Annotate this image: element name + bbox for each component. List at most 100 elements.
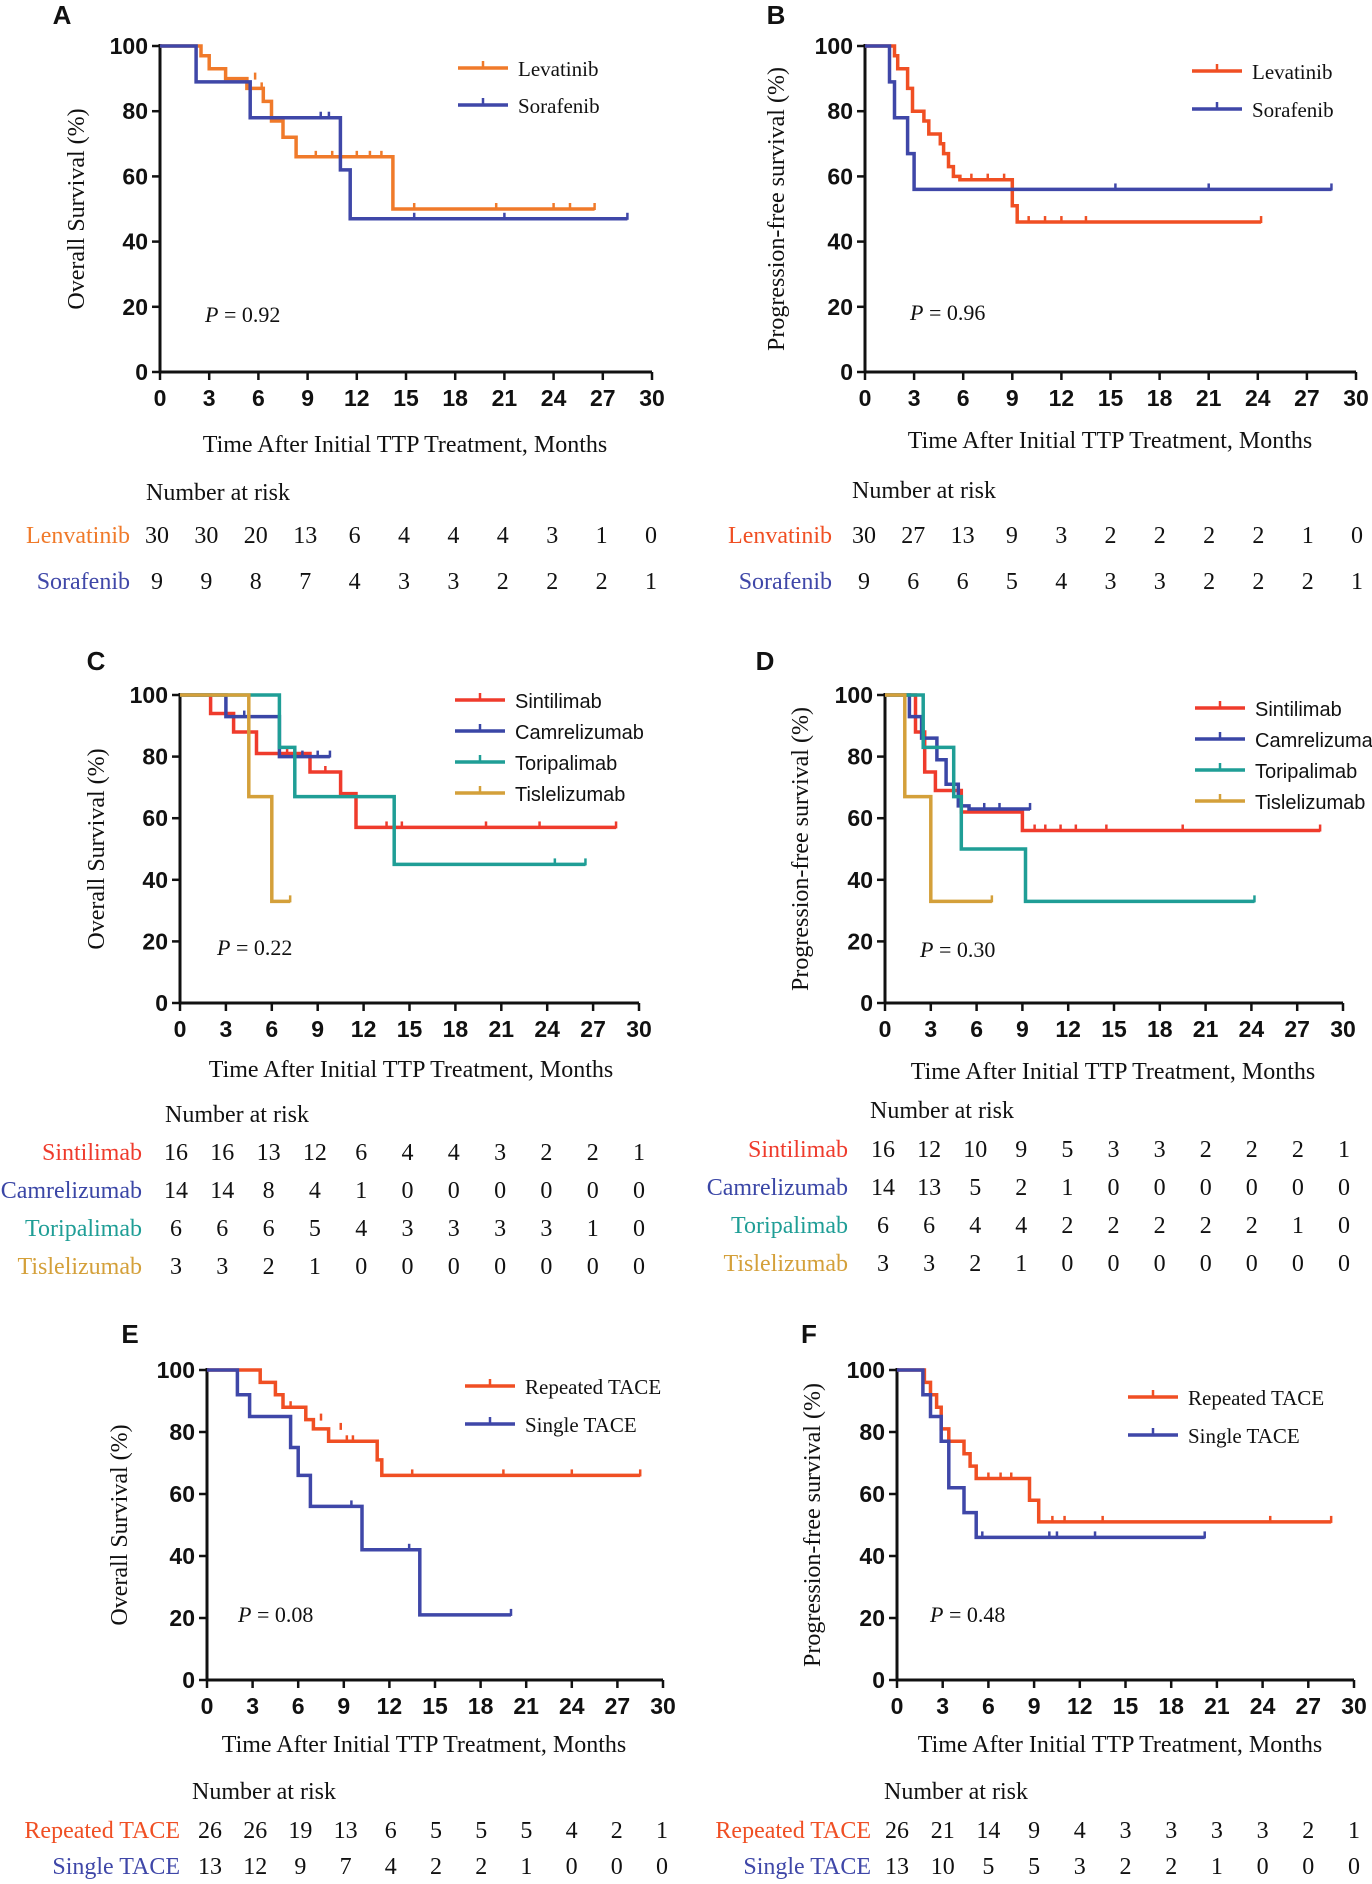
risk-count: 0	[355, 1254, 367, 1280]
x-tick-label: 18	[468, 1693, 494, 1719]
risk-count: 1	[645, 569, 657, 595]
panel-letter: A	[53, 0, 72, 30]
p-value: P = 0.08	[237, 1602, 313, 1627]
risk-count: 3	[1154, 1137, 1166, 1163]
risk-count: 0	[402, 1254, 414, 1280]
risk-row-label: Lenvatinib	[26, 523, 130, 549]
x-tick-label: 6	[265, 1016, 278, 1042]
x-tick-label: 30	[1343, 385, 1369, 411]
risk-row-label: Lenvatinib	[728, 523, 832, 549]
risk-count: 13	[293, 523, 317, 549]
legend-item: Sorafenib	[1192, 98, 1334, 122]
x-tick-label: 3	[908, 385, 921, 411]
risk-count: 6	[957, 569, 969, 595]
risk-count: 0	[540, 1254, 552, 1280]
y-tick-label: 20	[169, 1605, 195, 1631]
x-tick-label: 0	[859, 385, 872, 411]
risk-count: 1	[1292, 1213, 1304, 1239]
survival-curve	[865, 44, 1332, 192]
risk-header: Number at risk	[146, 480, 290, 506]
risk-count: 0	[633, 1178, 645, 1204]
risk-count: 6	[349, 523, 361, 549]
y-tick-label: 20	[122, 294, 148, 320]
risk-count: 1	[309, 1254, 321, 1280]
y-tick-label: 80	[122, 98, 148, 124]
risk-count: 4	[355, 1216, 367, 1242]
x-tick-label: 12	[351, 1016, 377, 1042]
y-axis-title: Overall Survival (%)	[84, 748, 110, 949]
risk-count: 0	[1351, 523, 1363, 549]
risk-count: 4	[1074, 1818, 1086, 1844]
risk-row-label: Camrelizumab	[1, 1178, 142, 1204]
risk-row-label: Sintilimab	[748, 1137, 848, 1163]
risk-count: 1	[1211, 1854, 1223, 1880]
x-axis-title: Time After Initial TTP Treatment, Months	[918, 1732, 1322, 1758]
risk-count: 8	[250, 569, 262, 595]
survival-curve	[885, 693, 1255, 904]
x-tick-label: 9	[311, 1016, 324, 1042]
survival-curve	[885, 693, 992, 904]
series-toripalimab	[885, 693, 1256, 904]
x-axis-title: Time After Initial TTP Treatment, Months	[222, 1732, 626, 1758]
legend-item: Camrelizumab	[1195, 730, 1372, 752]
legend-label: Sorafenib	[518, 94, 600, 118]
survival-curve	[897, 1368, 1332, 1524]
risk-count: 3	[1211, 1818, 1223, 1844]
x-tick-label: 6	[252, 385, 265, 411]
risk-count: 0	[656, 1854, 668, 1880]
risk-count: 0	[1302, 1854, 1314, 1880]
risk-count: 0	[1257, 1854, 1269, 1880]
risk-count: 10	[931, 1854, 955, 1880]
risk-count: 3	[448, 1216, 460, 1242]
risk-count: 12	[917, 1137, 941, 1163]
y-tick-label: 40	[827, 229, 853, 255]
risk-count: 6	[355, 1140, 367, 1166]
risk-count: 0	[402, 1178, 414, 1204]
x-tick-label: 3	[924, 1016, 937, 1042]
risk-count: 9	[1015, 1137, 1027, 1163]
y-tick-label: 20	[847, 928, 873, 954]
survival-curve	[160, 44, 595, 211]
risk-count: 2	[497, 569, 509, 595]
x-tick-label: 0	[154, 385, 167, 411]
risk-count: 10	[963, 1137, 987, 1163]
survival-curve	[180, 693, 616, 830]
risk-header: Number at risk	[852, 478, 996, 504]
series-tislelizumab	[180, 693, 292, 904]
legend-item: Sorafenib	[458, 94, 600, 118]
risk-count: 2	[1165, 1854, 1177, 1880]
x-tick-label: 9	[301, 385, 314, 411]
risk-count: 0	[494, 1254, 506, 1280]
risk-count: 1	[656, 1818, 668, 1844]
risk-count: 0	[1246, 1251, 1258, 1277]
series-sintilimab	[885, 693, 1322, 833]
risk-count: 0	[645, 523, 657, 549]
x-tick-label: 21	[1193, 1016, 1219, 1042]
series-repeated-tace	[897, 1368, 1333, 1524]
risk-count: 2	[263, 1254, 275, 1280]
risk-count: 1	[587, 1216, 599, 1242]
y-tick-label: 100	[157, 1357, 195, 1383]
x-tick-label: 18	[443, 1016, 469, 1042]
y-axis-title: Progression-free survival (%)	[788, 707, 814, 991]
risk-row-label: Single TACE	[52, 1854, 180, 1880]
risk-count: 4	[398, 523, 410, 549]
risk-count: 1	[1302, 523, 1314, 549]
risk-count: 7	[340, 1854, 352, 1880]
risk-count: 9	[1006, 523, 1018, 549]
risk-count: 5	[982, 1854, 994, 1880]
survival-curve	[180, 693, 586, 867]
risk-count: 30	[145, 523, 169, 549]
risk-count: 1	[596, 523, 608, 549]
panel-letter: E	[121, 1319, 138, 1349]
x-tick-label: 27	[605, 1693, 631, 1719]
survival-curve	[885, 693, 1030, 811]
risk-count: 16	[164, 1140, 188, 1166]
risk-count: 0	[1154, 1175, 1166, 1201]
risk-count: 1	[1061, 1175, 1073, 1201]
risk-count: 2	[1252, 523, 1264, 549]
